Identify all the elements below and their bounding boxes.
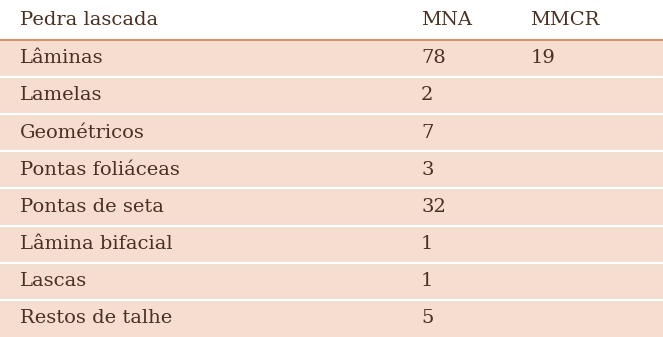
Text: 1: 1	[421, 272, 434, 290]
Text: Lascas: Lascas	[20, 272, 87, 290]
Text: 7: 7	[421, 124, 434, 142]
Text: Lâmina bifacial: Lâmina bifacial	[20, 235, 172, 253]
Bar	[0, 263, 663, 300]
Text: Lâminas: Lâminas	[20, 49, 103, 67]
Text: 78: 78	[421, 49, 446, 67]
Text: Pedra lascada: Pedra lascada	[20, 11, 158, 29]
Text: MMCR: MMCR	[530, 11, 600, 29]
Text: 1: 1	[421, 235, 434, 253]
Text: 3: 3	[421, 161, 434, 179]
Bar	[0, 151, 663, 188]
Text: Lamelas: Lamelas	[20, 87, 102, 104]
Text: 19: 19	[530, 49, 556, 67]
Text: Pontas foliáceas: Pontas foliáceas	[20, 161, 180, 179]
Text: 2: 2	[421, 87, 434, 104]
Text: Geométricos: Geométricos	[20, 124, 145, 142]
Text: 32: 32	[421, 198, 446, 216]
Bar	[0, 77, 663, 114]
Bar	[0, 40, 663, 77]
Bar	[0, 114, 663, 151]
Text: Pontas de seta: Pontas de seta	[20, 198, 164, 216]
Bar	[0, 300, 663, 337]
Bar	[0, 0, 663, 40]
Text: MNA: MNA	[421, 11, 472, 29]
Text: 5: 5	[421, 309, 434, 328]
Bar	[0, 225, 663, 263]
Text: Restos de talhe: Restos de talhe	[20, 309, 172, 328]
Bar	[0, 188, 663, 225]
